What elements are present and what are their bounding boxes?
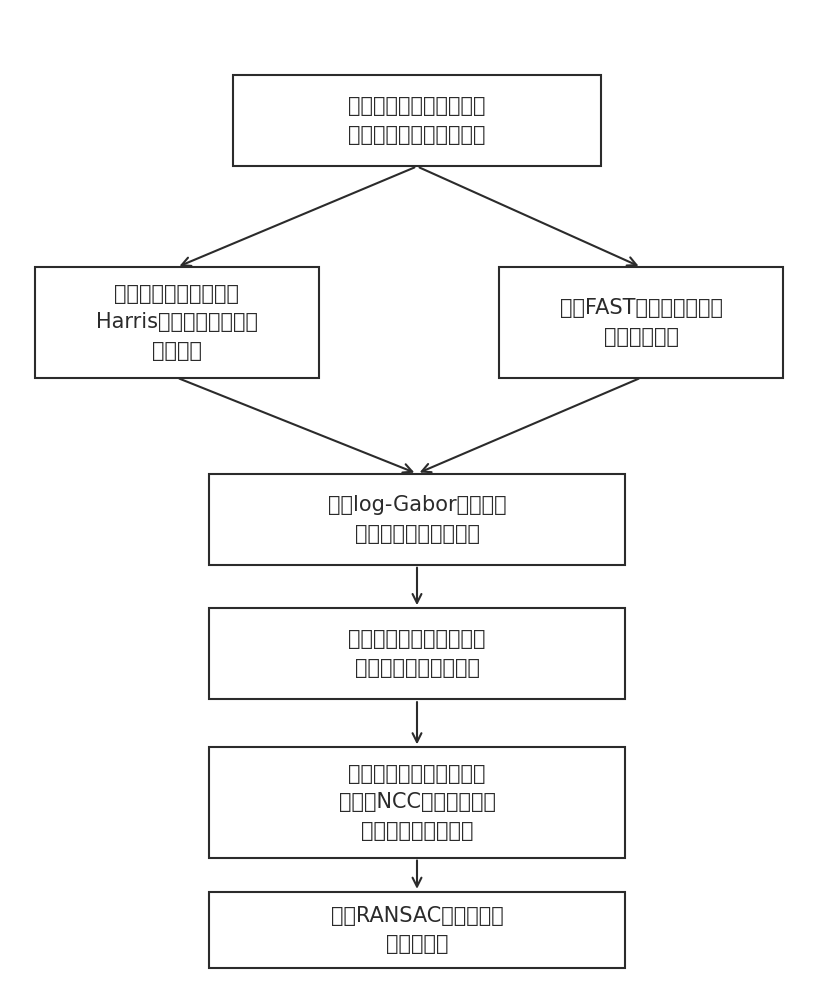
Text: 利用FAST算法提取最大矩
图边缘特征点: 利用FAST算法提取最大矩 图边缘特征点 [560,298,723,347]
Text: 构建主从影像的相位一致
性特征最大矩与最小矩图: 构建主从影像的相位一致 性特征最大矩与最小矩图 [349,96,485,145]
FancyBboxPatch shape [208,747,626,858]
Text: 对主从影像的对应特征向
量计算NCC，相似性最高
的点作为候选匹配点: 对主从影像的对应特征向 量计算NCC，相似性最高 的点作为候选匹配点 [339,764,495,841]
FancyBboxPatch shape [35,267,319,378]
FancyBboxPatch shape [208,474,626,565]
FancyBboxPatch shape [208,892,626,968]
FancyBboxPatch shape [208,608,626,699]
Text: 基于log-Gabor卷积序列
构建影像最大值索引图: 基于log-Gabor卷积序列 构建影像最大值索引图 [328,495,506,544]
Text: 基于最大值索引图构建所
提取的特征点特征向量: 基于最大值索引图构建所 提取的特征点特征向量 [349,629,485,678]
FancyBboxPatch shape [233,75,601,166]
FancyBboxPatch shape [499,267,783,378]
Text: 利用基于分块的多尺度
Harris算法提取最小矩图
特征角点: 利用基于分块的多尺度 Harris算法提取最小矩图 特征角点 [96,284,258,361]
Text: 利用RANSAC算法筛选出
精匹配点对: 利用RANSAC算法筛选出 精匹配点对 [330,906,504,954]
